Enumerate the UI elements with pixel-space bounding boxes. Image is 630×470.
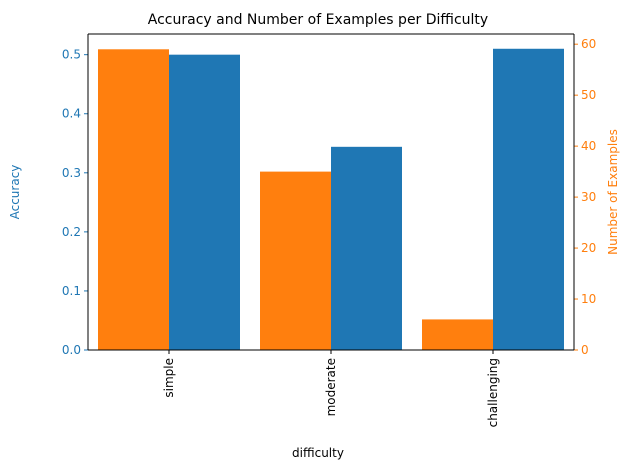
y-tick-label-right-40: 40 xyxy=(581,139,596,153)
y-tick-label-right-10: 10 xyxy=(581,292,596,306)
y-tick-label-right-60: 60 xyxy=(581,37,596,51)
bar-count-moderate xyxy=(260,171,331,350)
bar-accuracy-challenging xyxy=(493,48,564,350)
x-axis-label: difficulty xyxy=(292,446,344,460)
y-tick-label-left-0.0: 0.0 xyxy=(62,343,81,357)
bar-count-simple xyxy=(98,49,169,351)
x-tick-label-challenging: challenging xyxy=(486,358,500,427)
x-tick-label-simple: simple xyxy=(162,358,176,398)
y-tick-label-right-0: 0 xyxy=(581,343,589,357)
plot-area: simple moderate challenging 0.0 0.1 0.2 0.3 0.4… xyxy=(62,33,596,427)
y-axis-label-left: Accuracy xyxy=(8,165,22,220)
y-axis-label-right: Number of Examples xyxy=(606,129,620,255)
chart-title: Accuracy and Number of Examples per Diff… xyxy=(148,12,488,28)
x-tick-label-moderate: moderate xyxy=(324,358,338,416)
y-tick-label-left-0.4: 0.4 xyxy=(62,107,81,121)
y-tick-label-left-0.1: 0.1 xyxy=(62,284,81,298)
bar-count-challenging xyxy=(422,319,493,350)
y-tick-label-right-30: 30 xyxy=(581,190,596,204)
y-tick-label-right-20: 20 xyxy=(581,241,596,255)
y-tick-label-right-50: 50 xyxy=(581,88,596,102)
y-tick-label-left-0.2: 0.2 xyxy=(62,225,81,239)
y-tick-label-left-0.5: 0.5 xyxy=(62,48,81,62)
bar-accuracy-simple xyxy=(169,54,240,350)
y-tick-label-left-0.3: 0.3 xyxy=(62,166,81,180)
bar-accuracy-moderate xyxy=(331,146,402,350)
